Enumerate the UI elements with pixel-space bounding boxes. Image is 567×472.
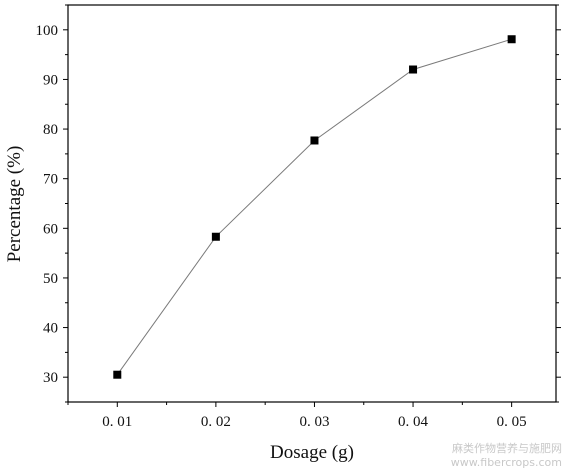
x-axis-title: Dosage (g): [270, 442, 354, 463]
y-tick-label: 90: [43, 72, 58, 88]
y-tick-label: 30: [43, 370, 58, 386]
y-tick-label: 100: [36, 23, 59, 39]
series-line: [116, 38, 512, 375]
x-tick-label: 0. 03: [299, 414, 329, 430]
y-tick-label: 60: [43, 221, 58, 237]
x-axis-ticks: 0. 01 0. 02 0. 03 0. 04 0. 05: [67, 402, 527, 430]
plot-frame: [67, 4, 557, 403]
data-point-marker: [310, 136, 319, 145]
y-axis-ticks: 30 40 50 60 70 80 90 100: [36, 4, 561, 403]
data-point-marker: [211, 232, 220, 241]
data-markers: [113, 35, 516, 379]
y-tick-label: 40: [43, 321, 58, 337]
y-tick-label: 50: [43, 271, 58, 287]
x-tick-label: 0. 02: [201, 414, 231, 430]
data-point-marker: [507, 35, 516, 44]
x-tick-label: 0. 01: [102, 414, 132, 430]
x-tick-label: 0. 05: [497, 414, 527, 430]
x-tick-label: 0. 04: [398, 414, 429, 430]
data-point-marker: [409, 65, 418, 74]
y-tick-label: 80: [43, 122, 58, 138]
watermark-line-1: 麻类作物营养与施肥网: [452, 441, 562, 455]
data-point-marker: [113, 370, 122, 379]
y-axis-title: Percentage (%): [4, 146, 25, 263]
y-tick-label: 70: [43, 172, 58, 188]
watermark-line-2: www.fibercrops.com: [451, 456, 562, 469]
